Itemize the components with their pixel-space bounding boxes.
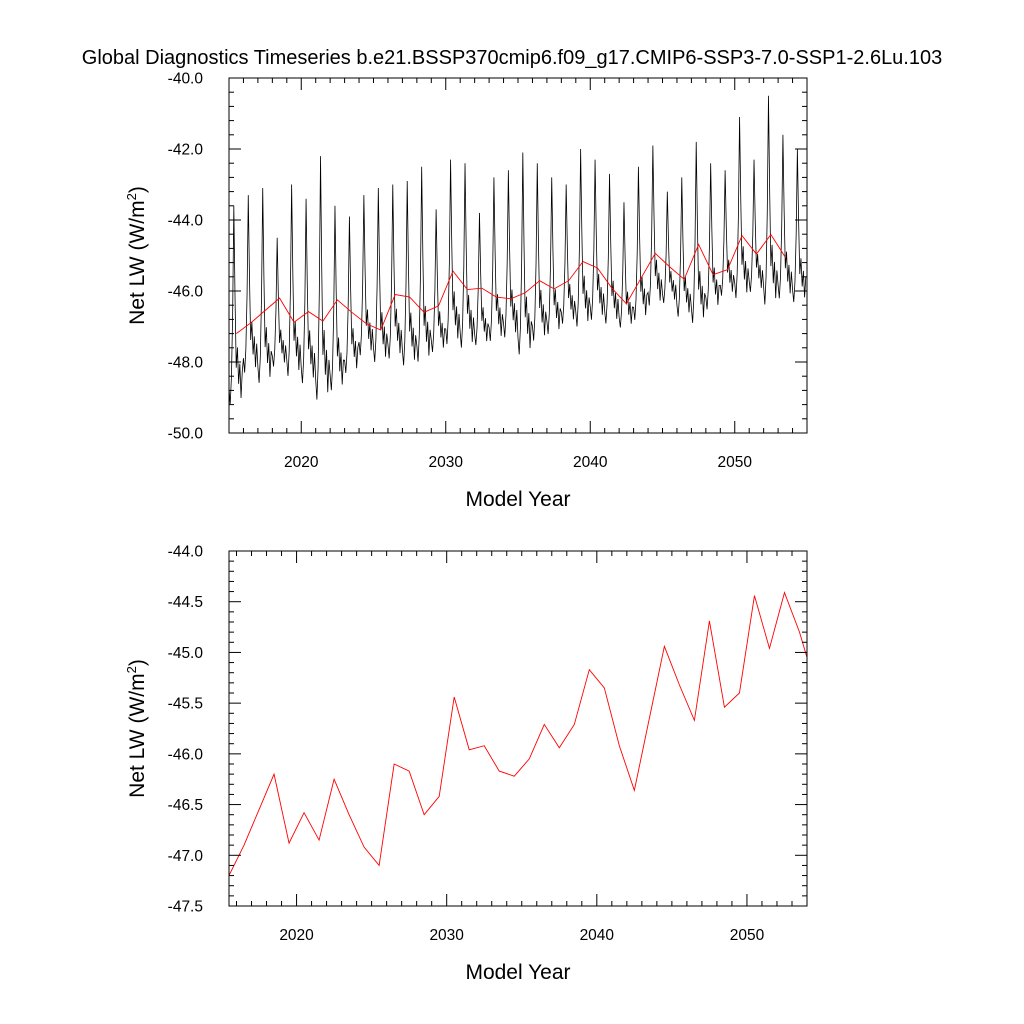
y-tick-label: -47.5 bbox=[168, 899, 203, 916]
y-axis-label: Net LW (W/m2) bbox=[124, 659, 149, 798]
x-tick-label: 2030 bbox=[429, 454, 464, 471]
panel-bottom: 2020 2030 2040 2050 -47.5 -47.0 -46.5 -46.0 -45.… bbox=[124, 544, 808, 984]
x-tick-label: 2050 bbox=[730, 927, 765, 944]
x-axis-label: Model Year bbox=[465, 488, 570, 511]
y-axis-label-main: Net LW (W/m bbox=[126, 673, 149, 797]
y-axis-label: Net LW (W/m2) bbox=[124, 186, 149, 325]
y-tick-label: -44.0 bbox=[168, 544, 204, 561]
x-tick-label: 2020 bbox=[284, 454, 319, 471]
chart-title: Global Diagnostics Timeseries b.e21.BSSP… bbox=[82, 47, 942, 69]
y-axis-label-close: ) bbox=[126, 659, 149, 666]
x-tick-label: 2040 bbox=[580, 927, 615, 944]
y-tick-label: -45.0 bbox=[168, 645, 204, 662]
y-tick-label: -46.0 bbox=[168, 746, 204, 763]
y-tick-label: -46.5 bbox=[168, 797, 203, 814]
x-axis-ticks bbox=[236, 551, 808, 906]
y-axis-ticks bbox=[229, 550, 807, 907]
x-tick-label: 2040 bbox=[573, 454, 608, 471]
y-axis-label-sup: 2 bbox=[124, 666, 139, 673]
y-axis-ticks bbox=[229, 77, 807, 434]
y-tick-label: -46.0 bbox=[168, 284, 204, 301]
x-axis-label: Model Year bbox=[465, 961, 570, 984]
x-tick-label: 2030 bbox=[429, 927, 464, 944]
y-tick-label: -40.0 bbox=[168, 71, 204, 88]
x-tick-label: 2050 bbox=[718, 454, 753, 471]
y-tick-label: -48.0 bbox=[168, 355, 204, 372]
annual-series-line-1 bbox=[229, 591, 807, 876]
panel-top: 2020 2030 2040 2050 -50.0 -48.0 -46.0 -44.0 -42.… bbox=[124, 71, 808, 511]
y-tick-label: -44.0 bbox=[168, 213, 204, 230]
y-tick-label: -42.0 bbox=[168, 142, 204, 159]
x-tick-label: 2020 bbox=[279, 927, 314, 944]
y-tick-label: -45.5 bbox=[168, 696, 203, 713]
monthly-series-line-0 bbox=[229, 95, 807, 405]
y-tick-label: -44.5 bbox=[168, 594, 203, 611]
y-tick-label: -47.0 bbox=[168, 848, 204, 865]
annual-series-line-0 bbox=[235, 233, 786, 334]
y-axis-label-sup: 2 bbox=[124, 193, 139, 200]
y-axis-label-close: ) bbox=[126, 186, 149, 193]
x-axis-ticks bbox=[228, 78, 808, 433]
y-tick-label: -50.0 bbox=[168, 426, 204, 443]
plot-frame bbox=[228, 550, 808, 907]
y-axis-label-main: Net LW (W/m bbox=[126, 200, 149, 324]
